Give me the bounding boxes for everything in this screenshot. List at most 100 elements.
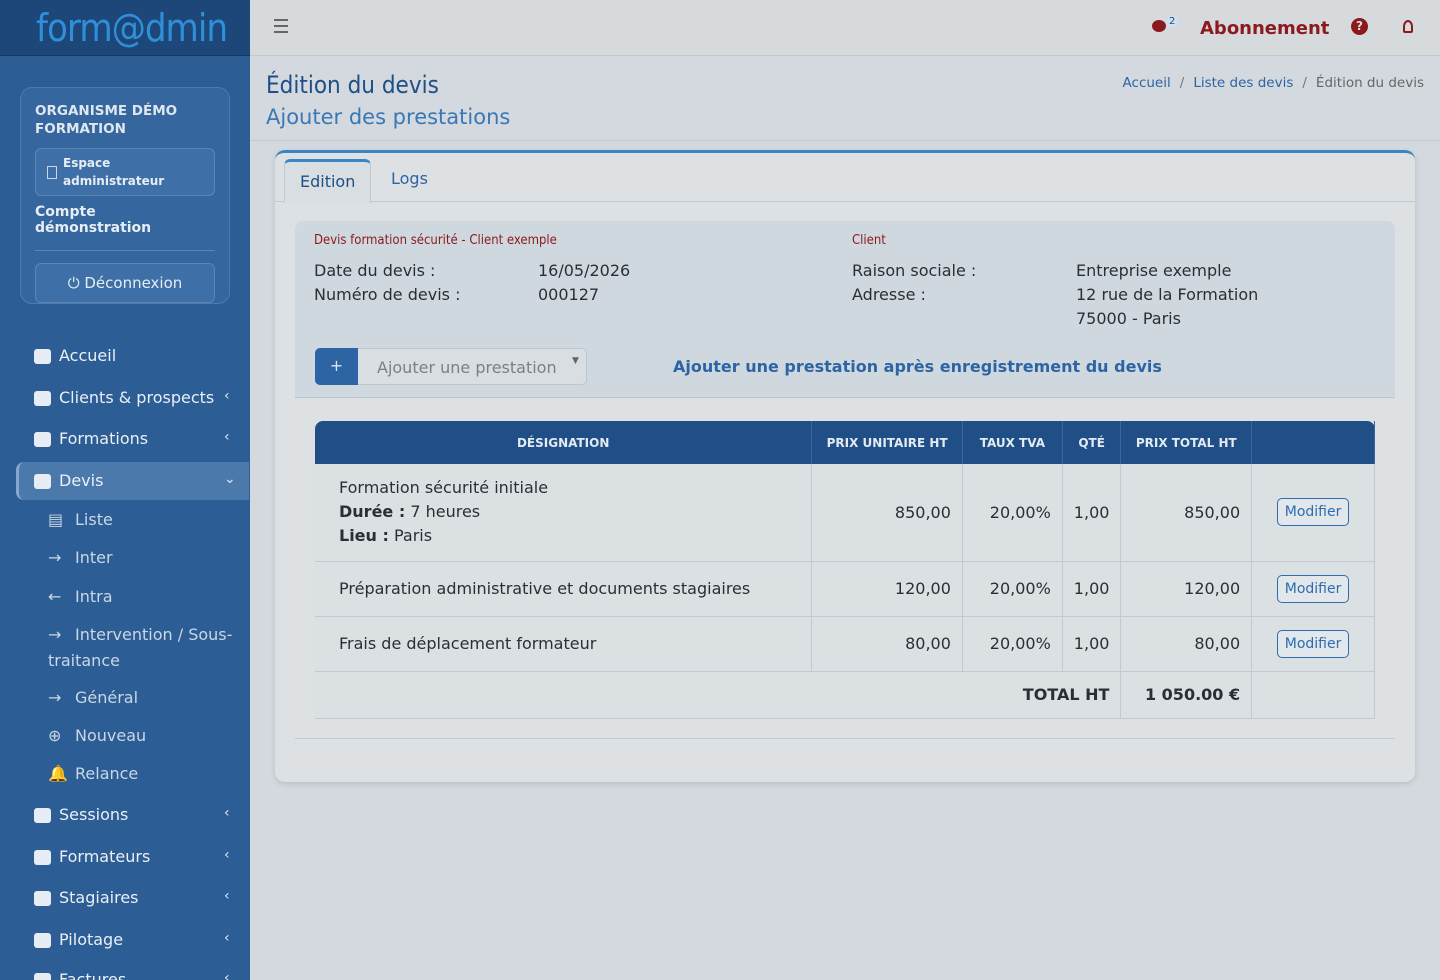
field-label: Numéro de devis : <box>314 285 461 304</box>
items-table: DÉSIGNATION PRIX UNITAIRE HT TAUX TVA QTÉ PR… <box>315 421 1375 719</box>
column-header: DÉSIGNATION <box>315 421 813 464</box>
add-select[interactable]: + Ajouter une prestation ▼ <box>315 348 587 385</box>
chevron: ‹ <box>224 888 230 904</box>
card: Edition Logs Devis formation sécurité - C… <box>275 150 1415 782</box>
sidebar: form@dmin ORGANISME DÉMO FORMATION Espac… <box>0 0 250 980</box>
field-value: 16/05/2026 <box>538 261 631 280</box>
user-icon[interactable] <box>1403 20 1413 33</box>
space-badge[interactable]: Espace administrateur <box>35 148 215 196</box>
sub-icon: ← <box>48 587 62 606</box>
column-header: PRIX UNITAIRE HT <box>811 421 963 464</box>
nav-icon <box>34 808 51 823</box>
nav-label: Pilotage <box>59 930 124 949</box>
sub-icon: → <box>48 625 62 644</box>
column-header <box>1251 421 1375 464</box>
sub-icon: 🔔 <box>48 764 68 783</box>
tab[interactable]: Logs <box>391 169 428 188</box>
sub-item[interactable]: → Intervention / Sous-traitance <box>48 622 243 674</box>
edit-button[interactable]: Modifier <box>1276 498 1350 527</box>
total-label: TOTAL HT <box>315 671 1121 719</box>
account: Compte démonstration <box>35 204 215 251</box>
field-label: Adresse : <box>852 285 926 304</box>
sub-item[interactable]: ← Intra <box>48 584 243 610</box>
nav-item[interactable]: Formateurs ‹ <box>0 838 250 876</box>
menu-toggle[interactable] <box>274 19 288 33</box>
cell-qty: 1,00 <box>1062 561 1122 617</box>
nav-item[interactable]: Sessions ‹ <box>0 796 250 834</box>
tab[interactable]: Edition <box>284 159 372 203</box>
nav-label: Sessions <box>59 805 129 824</box>
total-row: TOTAL HT 1 050.00 € <box>315 671 1375 719</box>
detail: Lieu : Paris <box>339 524 800 548</box>
sub-item[interactable]: → Général <box>48 685 243 711</box>
separator: / <box>1179 75 1185 91</box>
cell-vat: 20,00% <box>962 561 1063 617</box>
tabs: Edition Logs <box>275 159 1415 203</box>
breadcrumb-item[interactable]: Liste des devis <box>1193 75 1294 91</box>
cell-total: 850,00 <box>1120 464 1253 562</box>
designation-cell: Formation sécurité initiale Durée : 7 heu… <box>315 464 813 562</box>
cell-total: 120,00 <box>1120 561 1253 617</box>
cell-qty: 1,00 <box>1062 616 1122 672</box>
notif-icon[interactable] <box>1152 20 1166 32</box>
nav-icon <box>34 474 51 489</box>
brand[interactable]: form@dmin <box>0 0 250 56</box>
sub-item[interactable]: ▤ Liste <box>48 507 243 533</box>
field-label: Raison sociale : <box>852 261 977 280</box>
nav-icon <box>34 891 51 906</box>
nav-item[interactable]: Devis ⌄ <box>16 462 249 500</box>
main: Édition du devis Ajouter des prestations… <box>250 57 1440 980</box>
org-name: ORGANISME DÉMO FORMATION <box>35 103 178 137</box>
nav-label: Formations <box>59 429 149 448</box>
table-body: Formation sécurité initiale Durée : 7 heu… <box>315 464 1375 719</box>
divider <box>295 738 1395 739</box>
sub-label: Liste <box>75 510 113 529</box>
table-header: DÉSIGNATION PRIX UNITAIRE HT TAUX TVA QTÉ PR… <box>315 421 1375 464</box>
help-icon[interactable]: ? <box>1351 18 1368 35</box>
action-cell: Modifier <box>1251 464 1375 562</box>
subscription-link[interactable]: Abonnement <box>1200 18 1330 39</box>
cell-unit-price: 850,00 <box>811 464 963 562</box>
chevron: ⌄ <box>224 471 236 487</box>
detail-value: 7 heures <box>410 502 481 522</box>
sub-icon: ⊕ <box>48 726 62 745</box>
nav-item[interactable]: Stagiaires ‹ <box>0 879 250 917</box>
designation: Frais de déplacement formateur <box>339 633 597 653</box>
designation: Préparation administrative et documents … <box>339 578 751 598</box>
nav-item[interactable]: Factures ‹ <box>0 961 250 980</box>
add-button[interactable]: + <box>315 348 358 385</box>
nav-item[interactable]: Formations ‹ <box>0 420 250 458</box>
nav-icon <box>34 349 51 364</box>
sub-item[interactable]: → Inter <box>48 545 243 571</box>
breadcrumb-item: Édition du devis <box>1315 75 1424 91</box>
cell-qty: 1,00 <box>1062 464 1122 562</box>
sub-icon: → <box>48 688 62 707</box>
nav-item[interactable]: Pilotage ‹ <box>0 921 250 959</box>
empty-cell <box>1251 671 1375 719</box>
org-panel: ORGANISME DÉMO FORMATION Espace administ… <box>20 87 230 304</box>
logout-label: Déconnexion <box>84 274 183 292</box>
logout-button[interactable]: ⏻ Déconnexion <box>35 263 215 303</box>
info-panel: Devis formation sécurité - Client exempl… <box>295 221 1395 398</box>
edit-button[interactable]: Modifier <box>1276 629 1350 658</box>
sub-label: Inter <box>75 548 113 567</box>
chevron: ‹ <box>224 847 230 863</box>
edit-button[interactable]: Modifier <box>1276 574 1350 603</box>
sub-item[interactable]: 🔔 Relance <box>48 761 243 787</box>
chevron: ‹ <box>224 970 230 980</box>
separator: / <box>1302 75 1307 91</box>
table-row: Frais de déplacement formateur 80,00 20,00… <box>315 616 1375 672</box>
cell-vat: 20,00% <box>962 616 1063 672</box>
divider <box>250 140 1440 141</box>
cell-unit-price: 80,00 <box>811 616 963 672</box>
nav-icon <box>34 933 51 948</box>
sub-label: Relance <box>75 764 139 783</box>
nav-icon <box>34 850 51 865</box>
nav-item[interactable]: Clients & prospects ‹ <box>0 379 250 417</box>
nav-icon <box>34 432 51 447</box>
sub-item[interactable]: ⊕ Nouveau <box>48 723 243 749</box>
sub-label: Intra <box>75 587 113 606</box>
breadcrumb-item[interactable]: Accueil <box>1122 75 1171 91</box>
nav-item[interactable]: Accueil <box>0 337 250 375</box>
